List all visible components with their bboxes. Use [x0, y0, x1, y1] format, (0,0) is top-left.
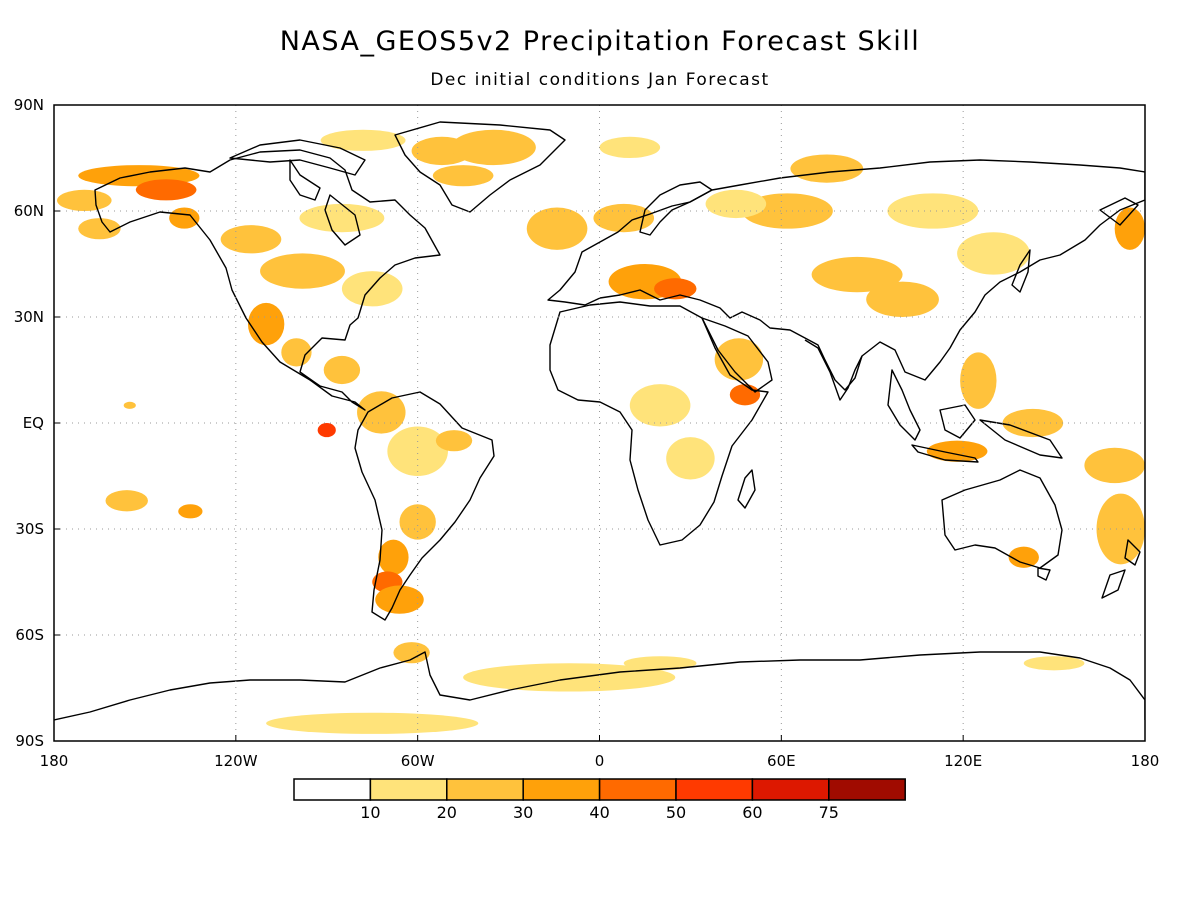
longitude-label: 0	[594, 752, 605, 770]
coastline-north-america	[94, 149, 441, 411]
skill-patch	[1023, 656, 1085, 671]
coastline-greenland	[394, 121, 566, 213]
colorbar-label: 20	[436, 803, 457, 822]
colorbar-swatch	[598, 778, 677, 801]
latitude-label: 30N	[13, 308, 44, 326]
axis-ticks	[53, 104, 1146, 742]
skill-patch	[790, 154, 864, 183]
skill-patch	[432, 165, 494, 187]
coastline-africa	[549, 301, 769, 546]
longitude-label: 120E	[944, 752, 983, 770]
skill-patch	[357, 391, 406, 434]
skill-patch	[57, 189, 112, 211]
skill-patch	[220, 225, 282, 254]
graticule	[54, 105, 1145, 741]
colorbar	[293, 778, 906, 801]
skill-patch	[887, 193, 979, 229]
coastline-southeast-asia	[887, 369, 1063, 463]
skill-patch	[1084, 447, 1145, 484]
skill-patch	[387, 426, 448, 476]
skill-patch	[299, 203, 385, 233]
skill-patch	[169, 207, 200, 229]
coastline-india	[804, 339, 863, 401]
colorbar-swatch	[369, 778, 448, 801]
skill-patch	[178, 504, 203, 519]
longitude-label: 60E	[767, 752, 796, 770]
skill-patch	[266, 712, 479, 734]
latitude-label: EQ	[22, 414, 44, 432]
coastline-new-zealand	[1101, 539, 1141, 599]
colorbar-label: 30	[513, 803, 534, 822]
colorbar-swatch	[446, 778, 524, 801]
skill-patch	[1008, 546, 1039, 568]
skill-patch	[654, 278, 697, 300]
coastline-antarctica	[54, 651, 1145, 721]
skill-patch	[317, 423, 336, 438]
skill-patch	[1114, 207, 1145, 250]
longitude-label: 120W	[214, 752, 258, 770]
coastline-scandinavia	[639, 181, 713, 236]
skill-patch	[629, 384, 691, 427]
coastline-arctic-islands	[229, 139, 366, 246]
skill-patch	[378, 539, 409, 575]
map-title: NASA_GEOS5v2 Precipitation Forecast Skil…	[279, 26, 921, 57]
colorbar-label: 40	[589, 803, 610, 822]
skill-patch	[705, 189, 767, 219]
latitude-label: 90N	[13, 96, 44, 114]
skill-patch	[729, 384, 761, 406]
skill-patch	[260, 253, 345, 289]
skill-patch	[960, 352, 997, 409]
skill-patch	[135, 179, 197, 201]
coastline-japan	[1011, 197, 1139, 293]
longitude-label: 60W	[400, 752, 435, 770]
skill-patch	[320, 129, 406, 151]
skill-patch	[599, 136, 661, 158]
latitude-label: 30S	[15, 520, 44, 538]
skill-field	[57, 129, 1145, 734]
skill-patch	[926, 440, 988, 462]
colorbar-swatch	[293, 778, 372, 801]
skill-patch	[451, 129, 536, 166]
colorbar-label: 10	[360, 803, 381, 822]
coastline-south-america	[354, 391, 495, 621]
latitude-label: 90S	[15, 732, 44, 750]
colorbar-swatch	[751, 778, 830, 801]
coastline-arabia	[701, 317, 773, 393]
colorbar-swatch	[675, 778, 754, 801]
skill-patch	[78, 218, 121, 240]
skill-patch	[866, 281, 939, 318]
skill-patch	[123, 401, 136, 409]
skill-patch	[247, 302, 285, 346]
coastlines	[54, 121, 1145, 721]
coastline-madagascar	[737, 469, 756, 509]
colorbar-label: 60	[742, 803, 763, 822]
longitude-label: 180	[39, 752, 69, 770]
skill-patch	[957, 232, 1030, 275]
skill-patch	[811, 256, 903, 293]
colorbar-label: 75	[818, 803, 839, 822]
skill-patch	[399, 504, 436, 540]
skill-patch	[435, 430, 473, 452]
latitude-label: 60N	[13, 202, 44, 220]
skill-patch	[666, 437, 715, 480]
skill-patch	[105, 490, 148, 512]
skill-patch	[375, 585, 424, 614]
skill-patch	[623, 656, 697, 671]
skill-patch	[393, 642, 430, 664]
coastline-australia	[941, 469, 1063, 581]
skill-patch	[526, 207, 588, 250]
skill-patch	[341, 271, 403, 307]
map-subtitle: Dec initial conditions Jan Forecast	[430, 70, 770, 90]
skill-patch	[463, 663, 676, 692]
skill-patch	[323, 355, 361, 385]
skill-patch	[593, 203, 655, 233]
latitude-label: 60S	[15, 626, 44, 644]
colorbar-swatch	[828, 778, 906, 801]
skill-patch	[1096, 493, 1145, 565]
colorbar-swatch	[522, 778, 601, 801]
longitude-label: 180	[1130, 752, 1160, 770]
colorbar-label: 50	[665, 803, 687, 822]
